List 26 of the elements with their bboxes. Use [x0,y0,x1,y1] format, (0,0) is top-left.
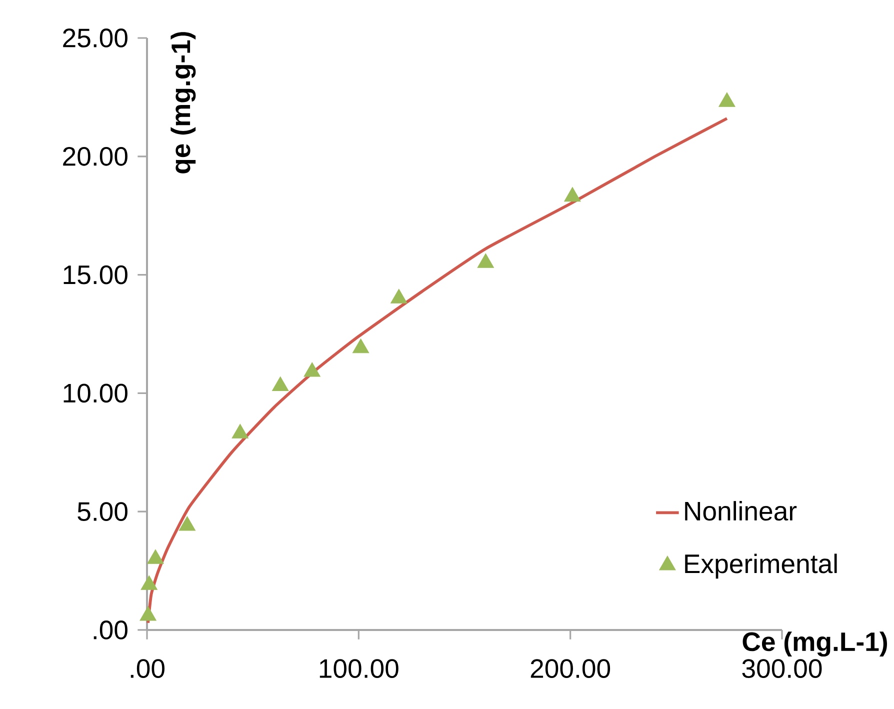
point [232,424,248,438]
point [140,606,156,621]
point [390,288,408,304]
point [304,362,320,377]
point [140,575,158,590]
y-axis-title: qe (mg.g-1) [170,32,196,174]
legend-label: Experimental [685,554,837,579]
y-tick-label: 25.00 [63,28,128,48]
point [178,516,196,531]
x-tick-label: 100.00 [320,659,398,678]
y-tick-label: .00 [94,620,128,640]
y-tick-label: 10.00 [64,384,128,403]
point [564,187,581,202]
y-tick-label: 15.00 [64,265,128,284]
x-axis-title: Ce (mg.L-1) [742,632,887,657]
point [352,338,370,354]
point [718,92,736,107]
x-tick-label: .00 [130,659,164,678]
legend-label: Nonlinear [685,501,797,521]
x-tick-label: 300.00 [742,659,822,678]
point [147,549,164,564]
y-tick-label: 20.00 [63,146,128,166]
y-tick-label: 5.00 [78,502,128,522]
point [477,253,494,268]
point [272,376,289,392]
x-tick-label: 200.00 [530,659,610,678]
